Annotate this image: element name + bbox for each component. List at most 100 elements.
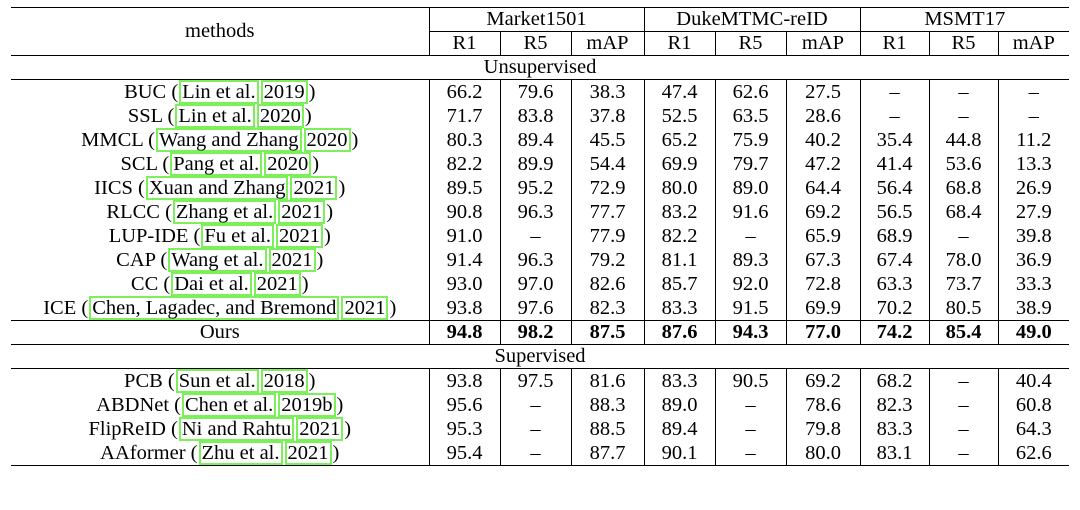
metric-value-cell: 35.4 — [860, 128, 930, 152]
citation-year-link[interactable]: 2021 — [341, 296, 389, 320]
metric-value-cell: 47.4 — [644, 79, 716, 104]
metric-value-cell: 67.4 — [860, 248, 930, 272]
citation-year-link[interactable]: 2020 — [256, 104, 304, 128]
method-name: AAformer — [100, 442, 186, 464]
metric-value-cell: 40.4 — [1015, 369, 1052, 392]
method-name: CAP — [116, 249, 156, 271]
citation-authors-link[interactable]: Chen et al. — [182, 393, 277, 417]
citation-authors-link[interactable]: Sun et al. — [175, 369, 259, 393]
table-row: LUP-IDE (Fu et al. 2021) 91.0–77.9 82.2–65.… — [11, 224, 1069, 248]
table-row: RLCC (Zhang et al. 2021) 90.8 96.3 77.7 83.2 9… — [11, 200, 1069, 224]
supervised-section: Supervised PCB (Sun et al. 2018) 93.8 97.5 81… — [11, 345, 1070, 466]
metric-value-cell: – — [500, 417, 572, 441]
metric-value-cell: – — [715, 441, 787, 466]
citation-year-link[interactable]: 2021 — [275, 224, 323, 248]
method-cell: FlipReID (Ni and Rahtu 2021) — [11, 417, 430, 441]
metric-value-cell: 79.2 — [571, 248, 645, 272]
citation-year-link[interactable]: 2020 — [264, 152, 312, 176]
metric-value-cell: 63.5 — [715, 104, 787, 128]
metric-value-cell: – — [715, 417, 787, 441]
metric-value-cell: 88.3 — [571, 393, 645, 417]
citation-year-link[interactable]: 2021 — [296, 417, 344, 441]
metric-value-cell: – — [929, 368, 999, 393]
metric-value-cell: 91.4 — [429, 248, 501, 272]
metric-value-cell: 45.5 — [571, 128, 645, 152]
citation-year-link[interactable]: 2021 — [253, 272, 301, 296]
metric-value-cell: – — [929, 417, 999, 441]
citation-authors-link[interactable]: Ni and Rahtu — [178, 417, 295, 441]
citation-authors-link[interactable]: Pang et al. — [170, 152, 263, 176]
citation-authors-link[interactable]: Xuan and Zhang — [145, 176, 289, 200]
metric-value-cell: 98.2 — [500, 320, 572, 345]
metric-value-cell: 91.0 — [429, 224, 501, 248]
metric-value-cell: 83.3 — [644, 296, 716, 321]
table-row: SSL (Lin et al. 2020) 71.7 83.8 37.8 52.5 63.5… — [11, 104, 1069, 128]
method-cell: CC (Dai et al. 2021) — [11, 272, 430, 296]
metric-value-cell: 81.1 — [644, 248, 716, 272]
table-row: ICE (Chen, Lagadec, and Bremond 2021) 93.8… — [11, 296, 1070, 321]
metric-value-cell: 68.4 — [929, 200, 999, 224]
metric-value-cell: 97.5 — [500, 368, 572, 393]
citation-year-link[interactable]: 2021 — [284, 441, 332, 465]
supervised-title: Supervised — [494, 345, 586, 367]
method-cell: ICE (Chen, Lagadec, and Bremond 2021) — [11, 296, 430, 321]
metric-value-cell: 27.9 — [1015, 200, 1052, 223]
citation-year-link[interactable]: 2021 — [290, 176, 338, 200]
citation-year-link[interactable]: 2020 — [303, 128, 351, 152]
metric-value-cell: 56.4 — [860, 176, 930, 200]
metric-value-cell: 96.3 — [500, 248, 572, 272]
table-row: IICS (Xuan and Zhang 2021) 89.5 95.2 72.9 80.… — [11, 176, 1069, 200]
citation-year-link[interactable]: 2019 — [260, 80, 308, 104]
metric-value-cell: 37.8 — [571, 104, 645, 128]
citation-authors-link[interactable]: Lin et al. — [175, 104, 255, 128]
metric-value-cell: – — [860, 79, 930, 104]
metric-value-cell: – — [929, 441, 999, 466]
citation-authors-link[interactable]: Dai et al. — [171, 272, 252, 296]
dataset-header-market1501: Market1501 — [429, 7, 645, 32]
metric-value-cell: 82.3 — [571, 296, 645, 321]
metric-value-cell: 89.9 — [500, 152, 572, 176]
metric-value-cell: 69.2 — [786, 200, 861, 224]
metric-value-cell: 75.9 — [715, 128, 787, 152]
citation-authors-link[interactable]: Zhu et al. — [198, 441, 283, 465]
metric-value-cell: 72.9 — [571, 176, 645, 200]
metric-value-cell: 95.2 — [500, 176, 572, 200]
method-name: Ours — [199, 321, 240, 343]
metric-value-cell: 83.2 — [644, 200, 716, 224]
metric-value-cell: – — [929, 393, 999, 417]
metric-value-cell: 65.9 — [786, 224, 861, 248]
citation-authors-link[interactable]: Fu et al. — [201, 224, 274, 248]
metric-value-cell: 94.3 — [715, 320, 787, 345]
metric-value-cell: 67.3 — [786, 248, 861, 272]
metric-value-cell: 40.2 — [786, 128, 861, 152]
metric-value-cell: 63.3 — [860, 272, 930, 296]
citation-authors-link[interactable]: Zhang et al. — [172, 200, 277, 224]
metric-value-cell: 91.5 — [715, 296, 787, 321]
citation-authors-link[interactable]: Wang and Zhang — [155, 128, 302, 152]
unsupervised-title: Unsupervised — [483, 56, 597, 78]
citation-year-link[interactable]: 2021 — [278, 200, 326, 224]
metric-value-cell: 68.2 — [860, 368, 930, 393]
metric-value-cell: 74.2 — [860, 320, 930, 345]
citation-authors-link[interactable]: Wang et al. — [168, 248, 267, 272]
citation-year-link[interactable]: 2021 — [268, 248, 316, 272]
metric-value-cell: 95.6 — [429, 393, 501, 417]
citation-authors-link[interactable]: Chen, Lagadec, and Bremond — [89, 296, 340, 320]
metric-header: mAP — [1012, 32, 1055, 54]
metric-value-cell: 87.5 — [571, 320, 645, 345]
metric-value-cell: 83.8 — [500, 104, 572, 128]
citation-year-link[interactable]: 2019b — [278, 393, 336, 417]
metric-value-cell: 28.6 — [786, 104, 861, 128]
ours-section: Ours 94.8 98.2 87.5 87.6 94.3 77.0 74.2 85.4 49.0 — [11, 320, 1070, 345]
metric-value-cell: 89.0 — [644, 393, 716, 417]
table-row: CAP (Wang et al. 2021) 91.4 96.3 79.2 81.1 89.… — [11, 248, 1069, 272]
metric-value-cell: 87.7 — [571, 441, 645, 466]
table-row: ABDNet (Chen et al. 2019b) 95.6–88.3 89.0–7… — [11, 393, 1069, 417]
metric-value-cell: 77.9 — [571, 224, 645, 248]
method-name: FlipReID — [88, 418, 166, 440]
metric-value-cell: 89.4 — [500, 128, 572, 152]
citation-year-link[interactable]: 2018 — [260, 369, 308, 393]
metric-value-cell: 85.7 — [644, 272, 716, 296]
metric-header: R5 — [500, 31, 572, 56]
citation-authors-link[interactable]: Lin et al. — [179, 80, 259, 104]
